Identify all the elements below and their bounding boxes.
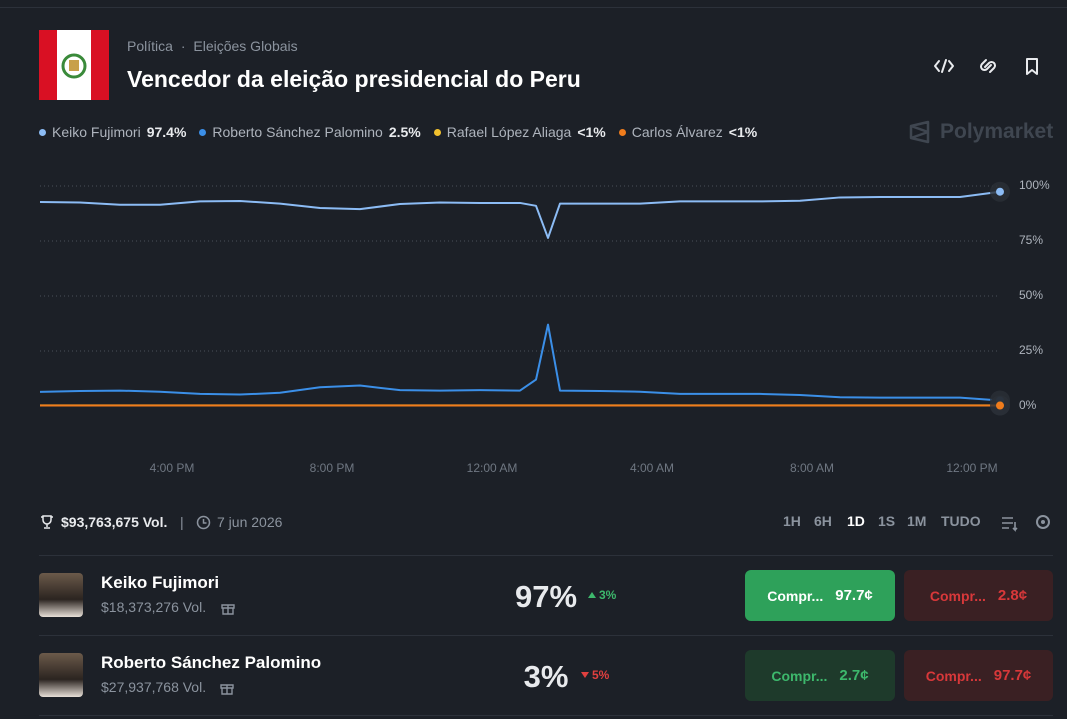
sell-button[interactable]: Compr... 97.7¢ (904, 650, 1053, 701)
row-divider (39, 715, 1053, 716)
header-actions (934, 58, 1038, 75)
sell-label: Compr... (925, 667, 982, 684)
range-option[interactable]: TUDO (941, 513, 981, 529)
legend-name: Roberto Sánchez Palomino (212, 124, 383, 140)
end-date: 7 jun 2026 (196, 514, 282, 530)
legend-value: 2.5% (388, 124, 421, 140)
breadcrumb: Política · Eleições Globais (127, 38, 298, 54)
y-tick-label: 75% (1019, 233, 1043, 247)
chart-settings (1002, 515, 1050, 532)
end-point (996, 187, 1004, 196)
series-line (39, 190, 1001, 239)
x-tick-label: 4:00 PM (150, 461, 195, 475)
outcome-name: Keiko Fujimori (101, 573, 220, 592)
gift-icon[interactable] (220, 599, 236, 615)
sell-button[interactable]: Compr... 2.8¢ (904, 570, 1053, 621)
brand: Polymarket (908, 120, 1053, 144)
legend-value: <1% (577, 124, 606, 140)
legend-name: Rafael López Aliaga (446, 124, 572, 140)
outcome-change: 5% (581, 668, 609, 682)
change-arrow (588, 592, 596, 598)
legend-dot (199, 128, 207, 136)
volume: $93,763,675 Vol. (39, 514, 167, 530)
legend-value: <1% (728, 124, 758, 140)
avatar (39, 573, 83, 617)
market-title: Vencedor da eleição presidencial do Peru (127, 66, 581, 92)
buy-price: 2.7¢ (839, 667, 869, 684)
change-arrow (581, 672, 589, 678)
flag (39, 30, 109, 100)
legend-item: Carlos Álvarez <1% (618, 124, 758, 140)
outcome-volume: $27,937,768 Vol. (101, 679, 207, 695)
outcome-volume: $18,373,276 Vol. (101, 599, 207, 615)
total-volume: $93,763,675 Vol. (61, 514, 168, 530)
y-tick-label: 100% (1019, 178, 1050, 192)
sep: | (180, 514, 184, 530)
legend-item: Rafael López Aliaga <1% (433, 124, 606, 140)
brand-name: Polymarket (940, 120, 1054, 143)
legend-item: Keiko Fujimori 97.4% (39, 124, 186, 140)
brand-logo (909, 120, 930, 144)
end-point (996, 401, 1004, 410)
gift-icon[interactable] (219, 679, 235, 695)
sell-label: Compr... (929, 587, 986, 604)
legend: Keiko Fujimori 97.4% Roberto Sánchez Palom… (39, 124, 757, 140)
buy-button[interactable]: Compr... 2.7¢ (745, 650, 895, 701)
row-divider (39, 555, 1053, 556)
outcome-chance: 97% (514, 579, 578, 614)
clock-icon (196, 515, 211, 529)
sell-price: 97.7¢ (993, 667, 1032, 684)
bookmark-button[interactable] (1026, 58, 1038, 75)
legend-dot (618, 128, 626, 136)
outcome-change: 3% (588, 588, 616, 602)
legend-item: Roberto Sánchez Palomino 2.5% (199, 124, 421, 140)
x-tick-label: 12:00 PM (946, 461, 997, 475)
row-divider (39, 635, 1053, 636)
avatar (39, 653, 83, 697)
subcategory[interactable]: Eleições Globais (193, 38, 298, 54)
settings-button[interactable] (1036, 515, 1050, 529)
y-tick-label: 0% (1019, 398, 1037, 412)
y-tick-label: 50% (1019, 288, 1043, 302)
x-tick-label: 4:00 AM (630, 461, 674, 475)
legend-dot (433, 128, 441, 136)
x-tick-label: 12:00 AM (467, 461, 518, 475)
top-border (0, 7, 1067, 8)
outcome-name: Roberto Sánchez Palomino (101, 653, 322, 672)
y-tick-label: 25% (1019, 343, 1043, 357)
sell-price: 2.8¢ (997, 587, 1028, 604)
change-value: 5% (592, 668, 610, 682)
link-button[interactable] (979, 59, 997, 73)
legend-dot (39, 128, 46, 136)
outcome-chance: 3% (523, 659, 569, 694)
range-option[interactable]: 1M (907, 513, 927, 529)
legend-name: Carlos Álvarez (631, 124, 723, 140)
buy-button[interactable]: Compr... 97.7¢ (745, 570, 895, 621)
buy-label: Compr... (771, 667, 828, 684)
legend-value: 97.4% (146, 124, 187, 140)
buy-label: Compr... (767, 587, 824, 604)
buy-price: 97.7¢ (835, 587, 873, 604)
range-option[interactable]: 1D (847, 513, 865, 529)
embed-button[interactable] (934, 59, 954, 73)
x-tick-label: 8:00 PM (310, 461, 355, 475)
date: 7 jun 2026 (217, 514, 283, 530)
legend-name: Keiko Fujimori (52, 124, 141, 140)
category[interactable]: Política (127, 38, 173, 54)
chart: 0% 25% 50% 75% 100% 4:00 PM 8:00 PM 12:00 AM 4:0… (39, 178, 1050, 475)
change-value: 3% (599, 588, 617, 602)
range-option[interactable]: 6H (814, 513, 832, 529)
range-option[interactable]: 1S (878, 513, 896, 529)
series-line (39, 323, 1001, 402)
range-option[interactable]: 1H (783, 513, 801, 529)
trophy-icon (41, 515, 53, 529)
x-tick-label: 8:00 AM (790, 461, 834, 475)
